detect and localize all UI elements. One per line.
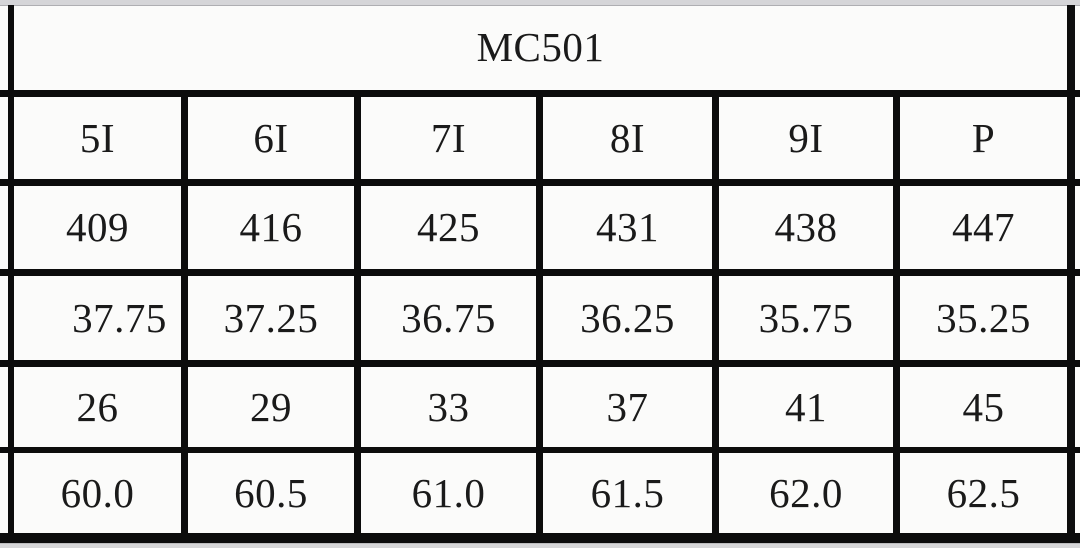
gridline-column-divider	[536, 90, 543, 543]
crop-edge-top	[0, 0, 1080, 6]
table-cell: 26	[76, 383, 119, 430]
gridline-column-divider	[893, 90, 900, 543]
column-header-8i: 8I	[609, 114, 646, 161]
gridline-column-divider	[181, 90, 188, 543]
column-header-p: 9I	[788, 114, 824, 161]
table-cell: 416	[239, 204, 303, 250]
table-cell: 61.0	[411, 470, 486, 516]
gridline-column-divider	[712, 90, 719, 543]
column-header-6i: 6I	[253, 114, 289, 161]
table-cell: 431	[596, 204, 659, 250]
table-cell: 37.75	[72, 294, 167, 341]
table-cell: 29	[250, 383, 292, 430]
gridline-left-border	[8, 5, 14, 543]
table-cell: 36.75	[401, 294, 496, 341]
gridline-right-border	[1067, 5, 1075, 543]
table-cell: 62.0	[769, 470, 843, 516]
table-cell: 62.5	[946, 470, 1021, 516]
table-cell: 41	[785, 383, 827, 430]
table-cell: 45	[962, 383, 1005, 430]
table-title: MC501	[476, 24, 605, 70]
table-cell: 61.5	[590, 470, 665, 516]
table-cell: 438	[774, 204, 838, 250]
table-cell: 60.5	[234, 470, 308, 516]
table-cell: 447	[952, 204, 1015, 250]
gridline-column-divider	[354, 90, 361, 543]
table-cell: 33	[427, 383, 470, 430]
column-header-p: P	[971, 114, 996, 161]
table-cell: 425	[417, 204, 480, 250]
table-cell: 35.75	[758, 294, 854, 341]
table-cell: 35.25	[936, 294, 1031, 341]
table-cell: 60.0	[60, 470, 135, 516]
crop-edge-bottom	[0, 543, 1080, 548]
column-header-5i: 5I	[79, 114, 116, 161]
table-cell: 409	[66, 204, 129, 250]
table-cell: 37.25	[223, 294, 319, 341]
table-cell: 37	[606, 383, 649, 430]
table-cell: 36.25	[580, 294, 675, 341]
column-header-7i: 7I	[430, 114, 467, 161]
